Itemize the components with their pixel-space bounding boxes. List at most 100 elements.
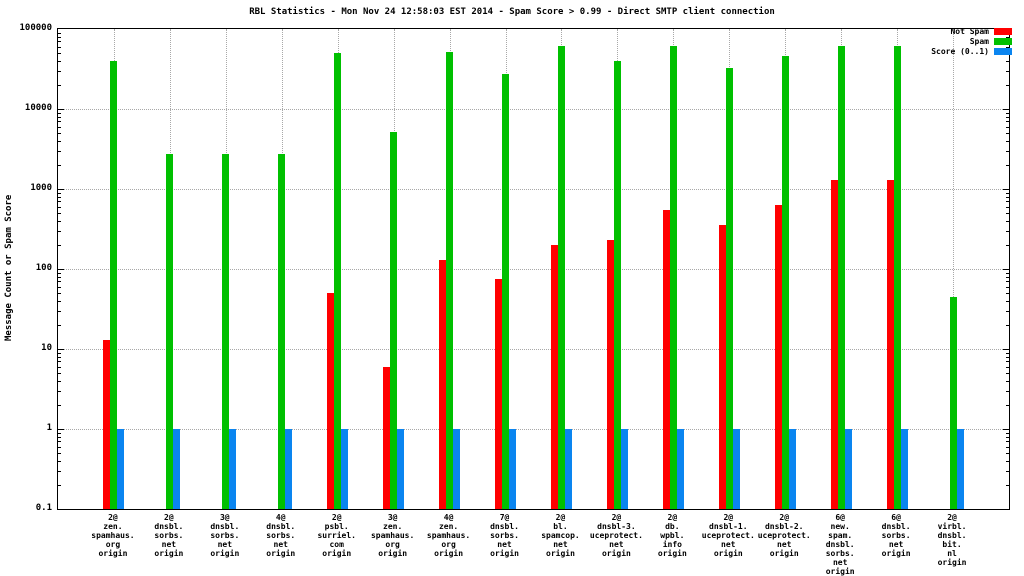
y-minor-tick — [58, 404, 61, 406]
x-category-label: 2@ zen. spamhaus. org origin — [81, 513, 145, 558]
plot-area — [57, 28, 1010, 510]
bar-not-spam — [831, 179, 838, 509]
y-minor-tick — [58, 220, 61, 222]
y-major-tick — [58, 189, 64, 190]
y-minor-tick — [1006, 36, 1009, 38]
bar-not-spam — [439, 259, 446, 509]
x-category-label-line: dnsbl. — [154, 522, 184, 531]
y-minor-tick — [1006, 121, 1009, 123]
x-category-label-line: org — [441, 540, 456, 549]
x-category-label: 2@ db. wpbl. info origin — [640, 513, 704, 558]
y-minor-tick — [1006, 404, 1009, 406]
x-category-label: 6@ new. spam. dnsbl. sorbs. net origin — [808, 513, 872, 576]
y-minor-tick — [1006, 380, 1009, 382]
y-major-tick — [58, 109, 64, 110]
x-category-label-line: net — [888, 540, 904, 549]
legend-swatch-score-0-1- — [994, 48, 1012, 55]
bar-spam — [950, 296, 957, 509]
y-minor-tick — [1006, 286, 1009, 288]
y-minor-tick — [58, 300, 61, 302]
y-minor-tick — [58, 390, 61, 392]
x-category-label-line: psbl. — [324, 522, 349, 531]
x-category-label-line: net — [273, 540, 288, 549]
y-minor-tick — [1006, 112, 1009, 114]
y-minor-tick — [1006, 192, 1009, 194]
h-gridline — [58, 429, 1009, 430]
x-category-label-line: net — [497, 540, 512, 549]
y-minor-tick — [1006, 164, 1009, 166]
x-category-label-line: 2@ — [779, 513, 790, 522]
bar-not-spam — [551, 244, 558, 509]
x-category-label-line: info — [662, 540, 682, 549]
y-minor-tick — [1006, 484, 1009, 486]
legend-item: Score (0..1) — [931, 47, 1012, 56]
y-minor-tick — [1006, 60, 1009, 62]
y-minor-tick — [1006, 70, 1009, 72]
x-category-label: 2@ psbl. surriel. com origin — [305, 513, 369, 558]
y-minor-tick — [1006, 361, 1009, 363]
y-minor-tick — [58, 116, 61, 118]
bar-score-0-1- — [621, 429, 628, 509]
y-minor-tick — [58, 441, 61, 443]
bar-not-spam — [607, 240, 614, 509]
x-category-label-line: net — [832, 558, 848, 567]
legend-swatch-spam — [994, 38, 1012, 45]
y-minor-tick — [1006, 432, 1009, 434]
legend-label: Score (0..1) — [931, 47, 989, 56]
y-minor-tick — [58, 286, 61, 288]
y-minor-tick — [1006, 213, 1009, 215]
bar-score-0-1- — [901, 429, 908, 509]
x-category-label-line: spamhaus. — [370, 531, 415, 540]
y-minor-tick — [58, 324, 61, 326]
y-minor-tick — [1006, 470, 1009, 472]
bar-score-0-1- — [341, 429, 348, 509]
y-minor-tick — [1006, 356, 1009, 358]
y-minor-tick — [58, 60, 61, 62]
y-minor-tick — [1006, 201, 1009, 203]
y-minor-tick — [1006, 230, 1009, 232]
x-category-label-line: 2@ — [947, 513, 957, 522]
y-minor-tick — [58, 484, 61, 486]
x-category-label-line: 2@ — [667, 513, 678, 522]
x-category-label: 4@ dnsbl. sorbs. net origin — [249, 513, 313, 558]
x-category-label: 2@ dnsbl. sorbs. net origin — [137, 513, 201, 558]
x-category-label-line: origin — [937, 558, 967, 567]
bar-spam — [390, 131, 397, 509]
x-category-label-line: bit. — [942, 540, 962, 549]
y-minor-tick — [58, 140, 61, 142]
h-gridline — [58, 349, 1009, 350]
y-minor-tick — [1006, 116, 1009, 118]
x-category-label-line: uceprotect. — [589, 531, 643, 540]
x-category-label-line: origin — [266, 549, 296, 558]
x-category-label-line: 4@ — [443, 513, 454, 522]
bar-spam — [558, 45, 565, 509]
x-category-label-line: 2@ — [555, 513, 566, 522]
y-tick-label: 100000 — [19, 23, 52, 33]
bar-score-0-1- — [117, 429, 124, 509]
x-category-label-line: spamhaus. — [426, 531, 471, 540]
legend-label: Not Spam — [950, 27, 989, 36]
x-category-label-line: 2@ — [331, 513, 342, 522]
x-category-label-line: sorbs. — [154, 531, 184, 540]
x-category-label-line: org — [385, 540, 400, 549]
x-category-label-line: origin — [825, 567, 855, 576]
y-minor-tick — [1006, 324, 1009, 326]
y-tick-label: 1 — [46, 423, 52, 433]
bar-not-spam — [775, 204, 782, 509]
legend-label: Spam — [969, 37, 989, 46]
legend-item: Spam — [931, 37, 1012, 46]
x-category-label: 2@ bl. spamcop. net origin — [528, 513, 592, 558]
x-category-label-line: sorbs. — [881, 531, 911, 540]
y-minor-tick — [58, 272, 61, 274]
x-category-label-line: net — [217, 540, 233, 549]
y-major-tick — [1003, 349, 1009, 350]
x-category-label-line: origin — [713, 549, 743, 558]
x-category-label: 2@ dnsbl-3. uceprotect. net origin — [584, 513, 648, 558]
y-minor-tick — [58, 293, 61, 295]
x-category-label-line: spamhaus. — [91, 531, 135, 540]
y-minor-tick — [1006, 126, 1009, 128]
x-category-label-line: 6@ — [891, 513, 901, 522]
x-category-label-line: 2@ — [108, 513, 118, 522]
x-category-label-line: org — [105, 540, 121, 549]
bar-spam — [278, 154, 285, 509]
